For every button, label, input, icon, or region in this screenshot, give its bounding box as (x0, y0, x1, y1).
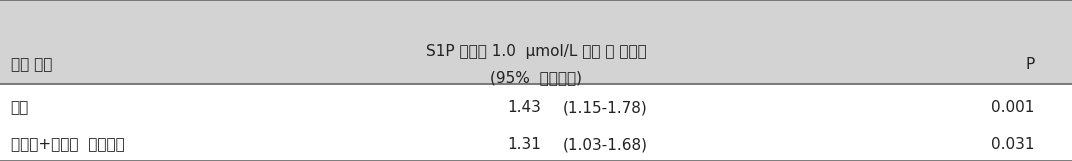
Text: (1.15-1.78): (1.15-1.78) (563, 100, 647, 115)
Text: S1P 농도가 1.0  μmol/L 증가 시 오즈비: S1P 농도가 1.0 μmol/L 증가 시 오즈비 (426, 44, 646, 59)
FancyBboxPatch shape (0, 0, 1072, 84)
Text: (1.03-1.68): (1.03-1.68) (563, 137, 647, 152)
Text: 골밀도+임상적  위험인자: 골밀도+임상적 위험인자 (11, 137, 124, 152)
Text: (95%  신뢰구간): (95% 신뢰구간) (490, 70, 582, 85)
Text: 1.43: 1.43 (507, 100, 541, 115)
Text: 보정 변수: 보정 변수 (11, 57, 53, 72)
Text: 0.031: 0.031 (991, 137, 1034, 152)
Text: P: P (1025, 57, 1034, 72)
Text: 없음: 없음 (11, 100, 29, 115)
Text: 1.31: 1.31 (507, 137, 541, 152)
Text: 0.001: 0.001 (992, 100, 1034, 115)
